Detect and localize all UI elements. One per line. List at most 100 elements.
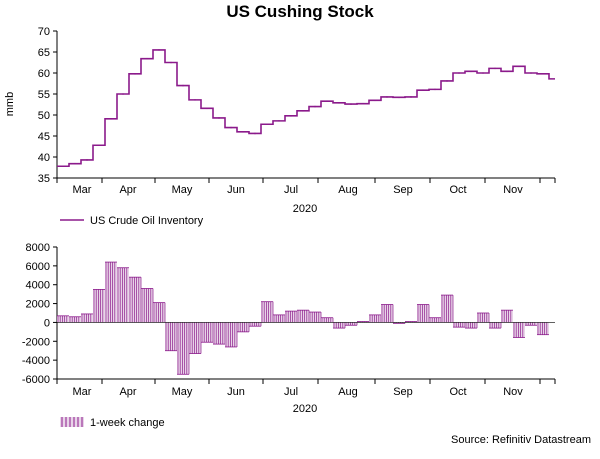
- bottom-y-tick-label: 8000: [26, 242, 50, 254]
- weekly-change-chart: -6000 -4000 -2000 0 2000 4000 6000 8000 Mar Apr M…: [22, 242, 556, 429]
- inventory-point: [338, 102, 340, 104]
- change-bar: [321, 317, 334, 323]
- change-bar: [285, 310, 298, 323]
- inventory-point: [482, 72, 484, 74]
- inventory-point: [518, 65, 520, 68]
- inventory-point: [242, 131, 244, 133]
- change-bar: [513, 322, 525, 338]
- inventory-point: [98, 144, 100, 147]
- inventory-point: [422, 89, 424, 92]
- inventory-point: [530, 72, 532, 74]
- change-bar: [297, 309, 310, 323]
- change-bar: [249, 322, 262, 327]
- inventory-point: [362, 102, 364, 105]
- change-bar: [429, 317, 442, 323]
- bottom-y-tick-label: 2000: [26, 299, 50, 311]
- top-y-axis-label: mmb: [4, 92, 16, 116]
- inventory-point: [62, 165, 64, 168]
- top-y-tick-label: 70: [38, 26, 50, 38]
- top-x-tick-label: Jul: [284, 184, 298, 196]
- top-x-tick-label: Oct: [449, 184, 466, 196]
- top-y-tick-label: 40: [38, 152, 50, 164]
- inventory-point: [446, 80, 448, 82]
- bottom-y-tick-label: 0: [44, 317, 50, 329]
- inventory-point: [218, 117, 220, 119]
- top-x-axis-label: 2020: [293, 203, 317, 215]
- change-bar: [201, 322, 214, 343]
- inventory-point: [302, 110, 304, 112]
- change-bar: [309, 311, 322, 323]
- change-bar: [261, 301, 274, 323]
- inventory-point: [506, 70, 508, 73]
- change-bar: [105, 261, 117, 323]
- inventory-point: [314, 105, 316, 108]
- top-x-tick-label: Jun: [227, 184, 245, 196]
- bottom-y-tick-label: -2000: [22, 336, 50, 348]
- inventory-point: [206, 107, 208, 110]
- inventory-point: [146, 57, 148, 60]
- top-x-tick-label: Nov: [503, 184, 523, 196]
- top-x-tick-label: Mar: [73, 184, 92, 196]
- inventory-point: [86, 159, 88, 161]
- bottom-y-tick-label: 6000: [26, 261, 50, 273]
- change-bar: [333, 322, 346, 329]
- change-bar: [525, 322, 537, 326]
- bottom-x-tick-label: Aug: [338, 386, 358, 398]
- change-bar: [153, 302, 166, 323]
- top-y-tick-label: 65: [38, 47, 50, 59]
- inventory-point: [410, 96, 412, 98]
- inventory-point: [398, 96, 400, 99]
- bottom-y-tick-label: -6000: [22, 374, 50, 386]
- bottom-x-tick-label: May: [172, 386, 193, 398]
- top-x-tick-label: Aug: [338, 184, 358, 196]
- top-x-tick-label: Sep: [393, 184, 413, 196]
- source-note: Source: Refinitiv Datastream: [451, 434, 591, 446]
- inventory-series-line: [57, 49, 555, 168]
- change-bar: [273, 314, 286, 323]
- legend-inventory-label: US Crude Oil Inventory: [90, 215, 204, 227]
- change-bar: [141, 288, 154, 323]
- bottom-x-axis-label: 2020: [293, 403, 317, 415]
- inventory-point: [122, 93, 124, 95]
- change-bar: [213, 322, 226, 345]
- change-bar: [417, 304, 430, 323]
- inventory-point: [386, 96, 388, 98]
- change-bar: [381, 304, 394, 323]
- inventory-point: [374, 99, 376, 102]
- inventory-point: [266, 123, 268, 126]
- inventory-point: [434, 88, 436, 91]
- legend-change-label: 1-week change: [90, 417, 165, 429]
- inventory-point: [134, 73, 136, 75]
- change-bar: [93, 289, 105, 323]
- inventory-point: [158, 49, 160, 51]
- bottom-x-tick-label: Apr: [119, 386, 136, 398]
- change-bar: [477, 312, 490, 323]
- inventory-point: [170, 61, 172, 64]
- inventory-point: [326, 100, 328, 102]
- top-y-tick-label: 45: [38, 131, 50, 143]
- change-bar: [129, 276, 142, 323]
- change-bar: [501, 309, 513, 323]
- bottom-y-tick-label: 4000: [26, 280, 50, 292]
- inventory-point: [74, 162, 76, 165]
- bottom-x-tick-label: Jul: [284, 386, 298, 398]
- bottom-x-tick-label: Sep: [393, 386, 413, 398]
- top-y-tick-label: 35: [38, 173, 50, 185]
- inventory-point: [182, 84, 184, 87]
- change-bar: [225, 322, 238, 348]
- legend-bar-swatch: [60, 417, 84, 427]
- change-bar: [369, 314, 382, 323]
- change-bar: [489, 322, 502, 329]
- change-bar: [177, 322, 190, 375]
- change-bar: [237, 322, 250, 333]
- inventory-chart: 35 40 45 50 55 60 65 70 Mar Apr May Jun Jul Aug Sep Oc…: [4, 26, 556, 227]
- bottom-x-tick-label: Nov: [503, 386, 523, 398]
- inventory-point: [194, 99, 196, 101]
- inventory-point: [278, 120, 280, 122]
- inventory-point: [290, 115, 292, 117]
- inventory-point: [110, 117, 112, 120]
- top-y-tick-label: 60: [38, 68, 50, 80]
- inventory-point: [350, 103, 352, 105]
